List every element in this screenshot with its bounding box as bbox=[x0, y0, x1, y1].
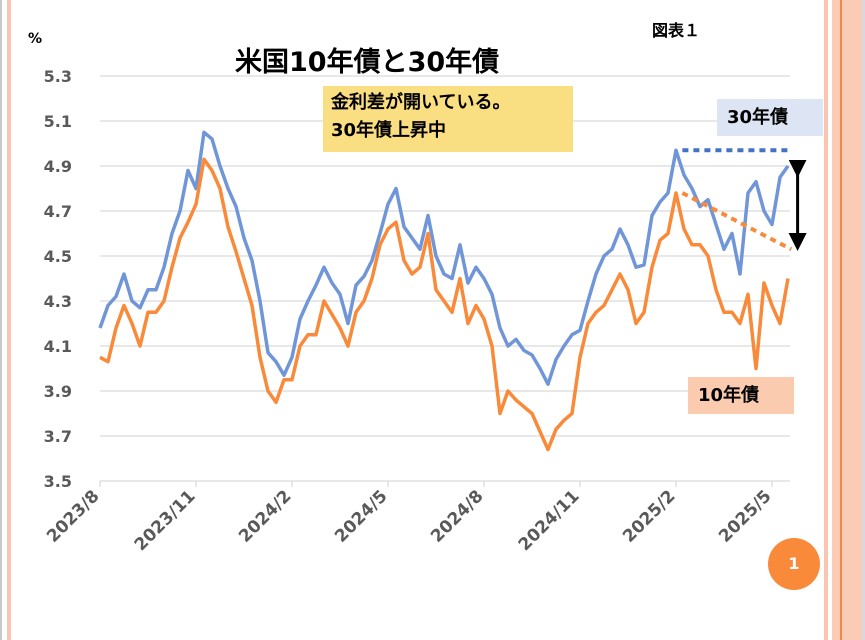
page-number-badge: 1 bbox=[768, 538, 820, 590]
figure-label: 図表１ bbox=[652, 21, 701, 40]
x-tick-label: 2025/5 bbox=[715, 486, 775, 546]
y-tick-label: 4.9 bbox=[44, 157, 72, 176]
x-tick-label: 2024/8 bbox=[427, 486, 487, 546]
series-10y-line bbox=[99, 157, 790, 452]
annotation-line-2: 30年債上昇中 bbox=[331, 120, 447, 141]
y-tick-label: 5.1 bbox=[44, 112, 72, 131]
series-label-10y: 10年債 bbox=[688, 377, 794, 414]
y-tick-label: 3.5 bbox=[44, 472, 72, 491]
x-tick-label: 2023/11 bbox=[131, 486, 200, 555]
annotation-line-1: 金利差が開いている。 bbox=[331, 92, 511, 113]
y-tick-label: 4.1 bbox=[44, 337, 72, 356]
left-border-accent bbox=[7, 0, 11, 640]
series-30y-line bbox=[98, 130, 790, 386]
trend-line-10y bbox=[681, 191, 793, 252]
x-tick-label: 2025/2 bbox=[619, 486, 679, 546]
y-tick-label: 3.9 bbox=[44, 382, 72, 401]
series-label-30y: 30年債 bbox=[717, 99, 823, 136]
right-border-edge bbox=[862, 0, 865, 640]
x-tick-label: 2024/11 bbox=[515, 486, 584, 555]
x-tick-label: 2024/2 bbox=[235, 486, 295, 546]
y-tick-label: 4.7 bbox=[44, 202, 72, 221]
y-tick-label: 4.5 bbox=[44, 247, 72, 266]
right-border-band bbox=[832, 0, 862, 640]
chart-title: 米国10年債と30年債 bbox=[235, 47, 500, 78]
right-border-line bbox=[840, 0, 842, 640]
x-tick-label: 2023/8 bbox=[43, 486, 103, 546]
annotation-note: 金利差が開いている。 30年債上昇中 bbox=[323, 86, 573, 152]
right-border-stripe bbox=[824, 0, 828, 640]
y-tick-label: 4.3 bbox=[44, 292, 72, 311]
x-tick-label: 2024/5 bbox=[331, 486, 391, 546]
y-axis-unit: % bbox=[28, 31, 43, 47]
y-tick-label: 3.7 bbox=[44, 427, 72, 446]
left-border-line bbox=[0, 0, 2, 640]
y-tick-label: 5.3 bbox=[44, 67, 72, 86]
